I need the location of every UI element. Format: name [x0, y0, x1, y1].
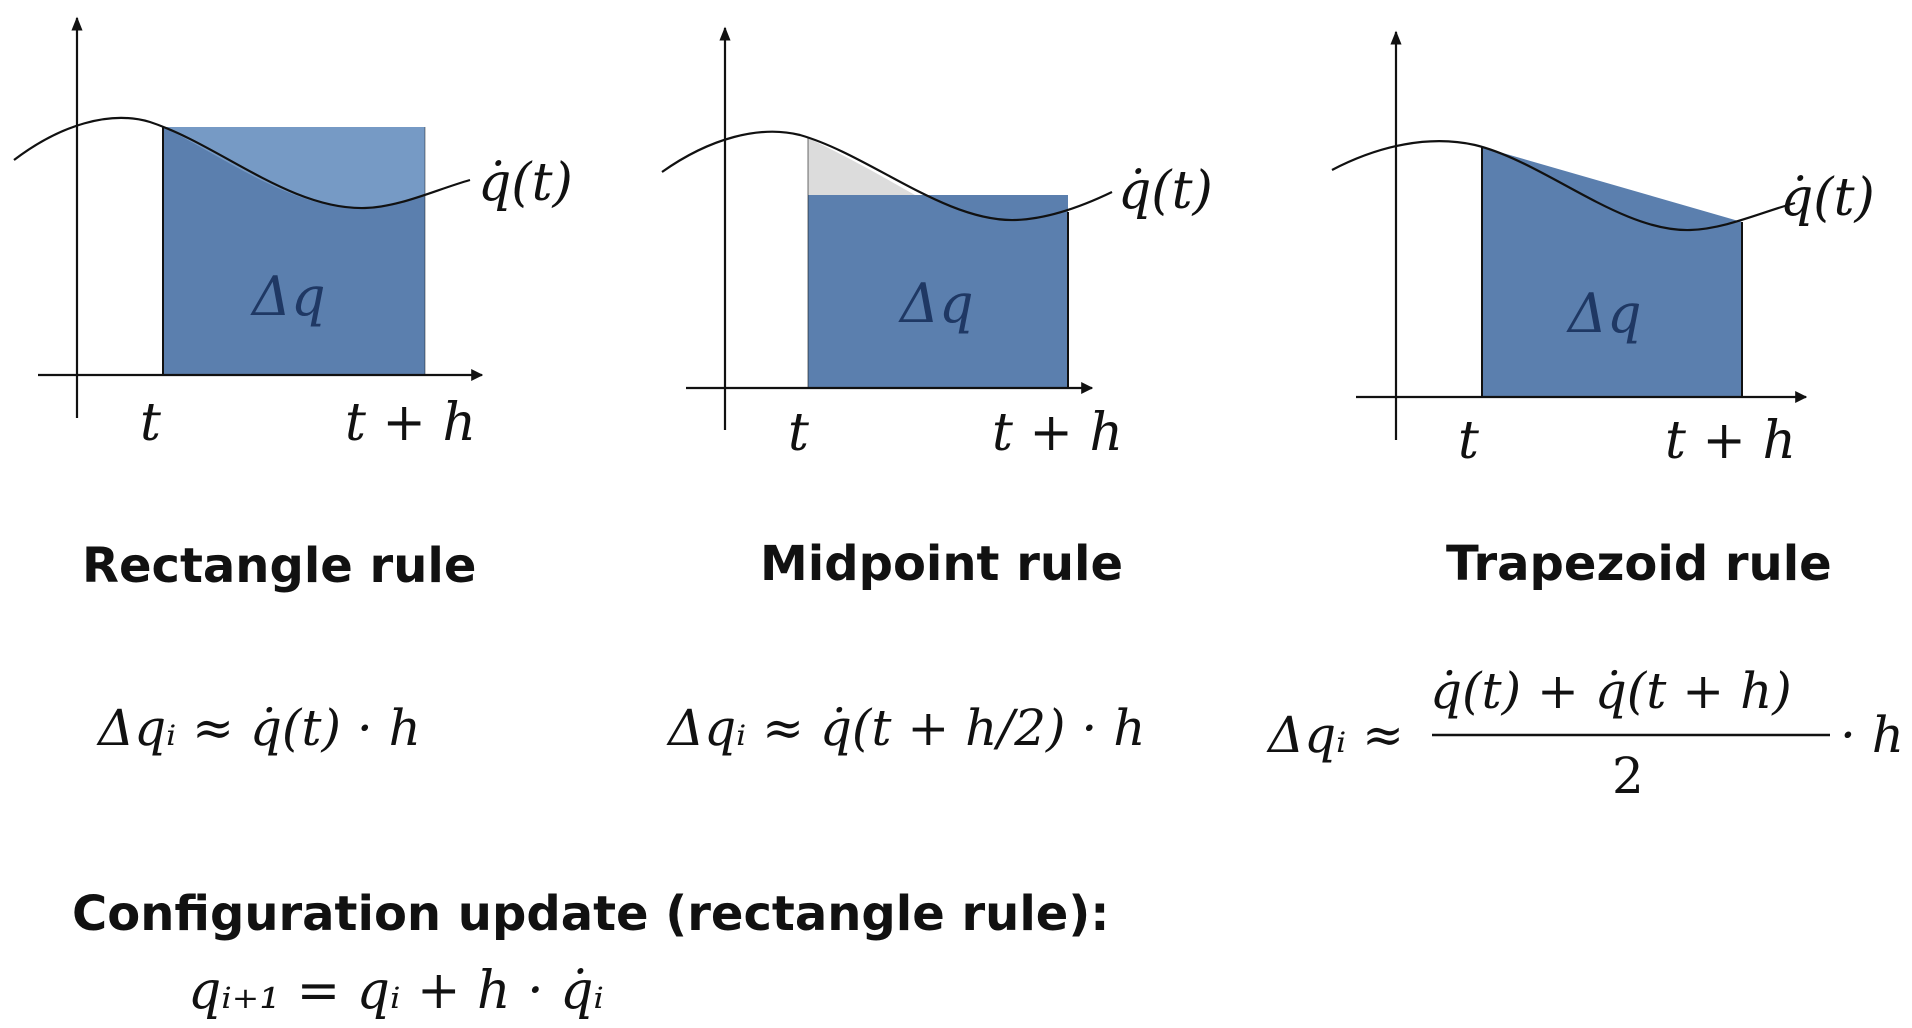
q-dot-curve: [661, 130, 1113, 222]
panel-title: Midpoint rule: [760, 536, 1123, 592]
midpoint-area: [808, 195, 1068, 388]
curve-label: q̇(t): [478, 153, 573, 213]
update-heading: Configuration update (rectangle rule):: [72, 886, 1109, 942]
trapezoid-rule-panel: q̇(t) Δq t t + h Trapezoid rule Δqᵢ ≈ q̇…: [1266, 30, 1904, 805]
trapezoid-area: [1482, 147, 1742, 397]
trapezoid-formula-denominator: 2: [1612, 747, 1644, 805]
curve-label: q̇(t): [1118, 161, 1213, 221]
trapezoid-formula-lhs: Δqᵢ ≈: [1266, 706, 1404, 764]
trapezoid-formula-tail: · h: [1840, 706, 1904, 764]
tick-label-t: t: [788, 403, 809, 463]
update-formula: qᵢ₊₁ = qᵢ + h · q̇ᵢ: [188, 961, 604, 1021]
rule-formula: Δqᵢ ≈ q̇(t + h/2) · h: [666, 699, 1145, 757]
q-dot-curve: [1331, 140, 1796, 232]
tick-label-t: t: [1458, 411, 1479, 471]
panel-title: Rectangle rule: [82, 538, 476, 594]
q-dot-curve: [13, 116, 471, 210]
rectangle-area-under-curve: [163, 127, 425, 375]
rule-formula: Δqᵢ ≈ q̇(t) · h: [96, 699, 421, 757]
area-label: Δq: [250, 265, 326, 328]
trapezoid-formula-numerator: q̇(t) + q̇(t + h): [1430, 662, 1792, 720]
curve-label: q̇(t): [1780, 168, 1875, 228]
tick-label-t-plus-h: t + h: [992, 403, 1123, 463]
area-label: Δq: [1566, 282, 1642, 345]
tick-label-t-plus-h: t + h: [345, 393, 476, 453]
rectangle-rule-panel: q̇(t) Δq t t + h Rectangle rule Δqᵢ ≈ q̇…: [13, 16, 573, 757]
midpoint-rule-panel: q̇(t) Δq t t + h Midpoint rule Δqᵢ ≈ q̇(…: [661, 26, 1213, 757]
tick-label-t: t: [140, 393, 161, 453]
area-label: Δq: [898, 272, 974, 335]
tick-label-t-plus-h: t + h: [1665, 411, 1796, 471]
panel-title: Trapezoid rule: [1446, 536, 1832, 592]
configuration-update: Configuration update (rectangle rule): q…: [72, 886, 1109, 1021]
midpoint-excess-area: [808, 138, 915, 195]
